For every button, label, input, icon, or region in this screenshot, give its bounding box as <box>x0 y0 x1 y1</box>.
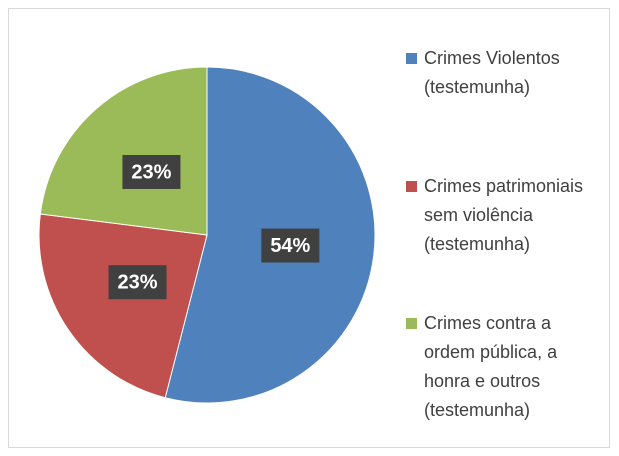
pie-slice <box>39 66 208 236</box>
legend-label: Crimes Violentos (testemunha) <box>424 48 560 97</box>
legend-label: Crimes contra a ordem pública, a honra e… <box>424 313 558 420</box>
legend-item: Crimes patrimoniais sem violência (teste… <box>406 172 606 259</box>
pie-slice <box>38 213 208 399</box>
data-label-box <box>122 154 181 189</box>
data-label-box <box>108 265 167 300</box>
legend-item: Crimes Violentos (testemunha) <box>406 44 606 102</box>
data-label: 54% <box>270 235 310 257</box>
legend-swatch <box>406 181 417 192</box>
legend-swatch <box>406 53 417 64</box>
chart-frame <box>8 8 610 448</box>
data-label: 23% <box>131 161 171 183</box>
data-label: 23% <box>118 271 158 293</box>
legend-label: Crimes patrimoniais sem violência (teste… <box>424 176 584 254</box>
legend-swatch <box>406 318 417 329</box>
legend-item: Crimes contra a ordem pública, a honra e… <box>406 309 606 425</box>
data-label-box <box>261 228 320 263</box>
